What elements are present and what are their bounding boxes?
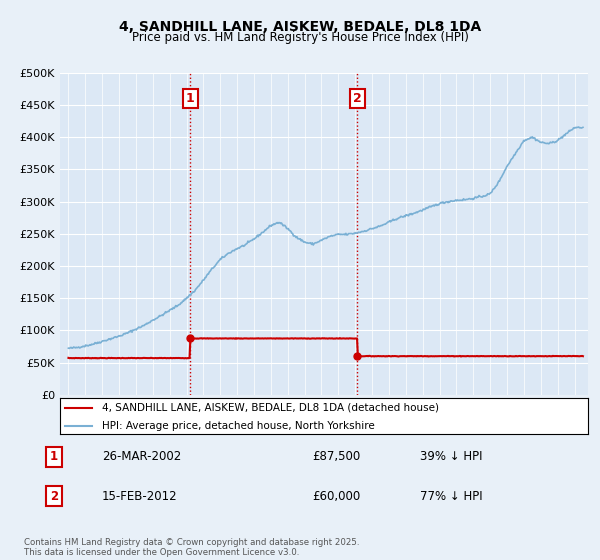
Text: 1: 1: [50, 450, 58, 464]
Text: Price paid vs. HM Land Registry's House Price Index (HPI): Price paid vs. HM Land Registry's House …: [131, 31, 469, 44]
Text: 2: 2: [353, 92, 362, 105]
Text: Contains HM Land Registry data © Crown copyright and database right 2025.
This d: Contains HM Land Registry data © Crown c…: [24, 538, 359, 557]
Text: 39% ↓ HPI: 39% ↓ HPI: [420, 450, 482, 464]
Text: HPI: Average price, detached house, North Yorkshire: HPI: Average price, detached house, Nort…: [102, 421, 375, 431]
Text: 4, SANDHILL LANE, AISKEW, BEDALE, DL8 1DA: 4, SANDHILL LANE, AISKEW, BEDALE, DL8 1D…: [119, 20, 481, 34]
Text: 1: 1: [186, 92, 195, 105]
Text: £60,000: £60,000: [312, 489, 360, 503]
Text: 77% ↓ HPI: 77% ↓ HPI: [420, 489, 482, 503]
Text: 2: 2: [50, 489, 58, 503]
Text: 4, SANDHILL LANE, AISKEW, BEDALE, DL8 1DA (detached house): 4, SANDHILL LANE, AISKEW, BEDALE, DL8 1D…: [102, 403, 439, 413]
Text: £87,500: £87,500: [312, 450, 360, 464]
Text: 26-MAR-2002: 26-MAR-2002: [102, 450, 181, 464]
Text: 15-FEB-2012: 15-FEB-2012: [102, 489, 178, 503]
